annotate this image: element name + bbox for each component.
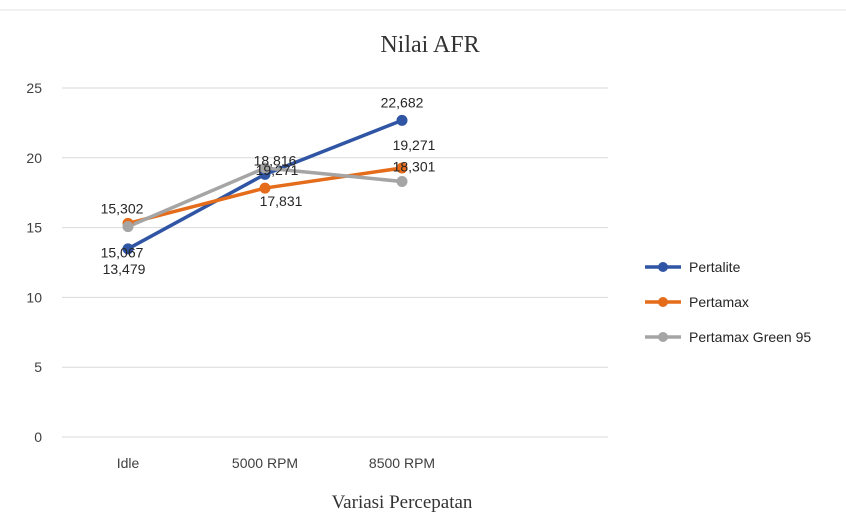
data-label: 19,271 (256, 162, 299, 178)
y-tick-label: 0 (34, 429, 42, 445)
legend-label: Pertamax (689, 294, 749, 310)
data-label: 17,831 (260, 193, 303, 209)
legend-label: Pertamax Green 95 (689, 329, 811, 345)
gridlines (62, 87, 608, 438)
y-tick-label: 15 (26, 220, 42, 236)
y-tick-label: 20 (26, 150, 42, 166)
data-point-2-2 (396, 176, 408, 188)
x-tick-label: 5000 RPM (232, 455, 298, 471)
x-tick-label: 8500 RPM (369, 455, 435, 471)
data-point-0-0 (122, 243, 134, 255)
chart-title: Nilai AFR (380, 32, 479, 58)
x-tick-label: Idle (117, 455, 140, 471)
data-point-1-1 (259, 182, 271, 194)
legend-swatch-marker (658, 297, 668, 307)
data-label: 15,067 (101, 245, 144, 261)
legend: Pertalite Pertamax Pertamax Green 95 (645, 259, 811, 345)
legend-swatch-marker (658, 262, 668, 272)
legend-label: Pertalite (689, 259, 741, 275)
legend-item-2: Pertamax Green 95 (645, 329, 811, 345)
data-label: 18,301 (393, 159, 436, 175)
y-axis-ticks: 0 5 10 15 20 25 (26, 80, 42, 445)
data-label: 13,479 (103, 261, 146, 277)
data-point-2-0 (122, 221, 134, 233)
data-point-1-2 (396, 162, 408, 174)
legend-item-0: Pertalite (645, 259, 741, 275)
data-label: 19,271 (393, 137, 436, 153)
y-tick-label: 10 (26, 289, 42, 305)
data-labels: 13,479 18,816 22,682 15,302 17,831 19,271 15,0… (101, 94, 436, 276)
y-tick-label: 5 (34, 359, 42, 375)
x-axis-ticks: Idle 5000 RPM 8500 RPM (117, 455, 435, 471)
legend-swatch-marker (658, 332, 668, 342)
data-label: 22,682 (381, 94, 424, 110)
data-label: 18,816 (254, 152, 297, 168)
y-tick-label: 25 (26, 80, 42, 96)
data-point-2-1 (259, 162, 271, 174)
series-points (122, 114, 408, 255)
x-axis-label: Variasi Percepatan (332, 492, 473, 513)
legend-item-1: Pertamax (645, 294, 749, 310)
data-point-0-2 (396, 114, 408, 126)
data-label: 15,302 (101, 200, 144, 216)
